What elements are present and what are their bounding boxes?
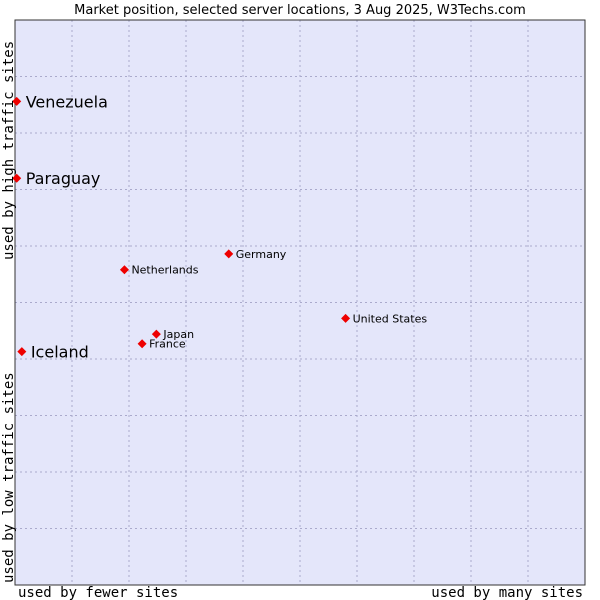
point-label-paraguay: Paraguay [26,169,101,188]
data-points: Venezuela Paraguay Germany Netherlands Unite… [12,92,428,362]
x-axis-label-low: used by fewer sites [18,585,178,600]
point-marker-japan [151,329,161,339]
y-axis-label-low: used by low traffic sites [1,372,17,583]
point-label-venezuela: Venezuela [26,92,108,111]
point-label-germany: Germany [236,248,287,261]
point-label-iceland: Iceland [31,343,89,362]
point-label-japan: Japan [162,328,194,341]
point-marker-netherlands [119,265,129,275]
grid [15,20,585,585]
point-marker-france [137,339,147,349]
point-marker-venezuela [12,96,22,106]
chart-title: Market position, selected server locatio… [74,3,526,18]
x-axis-label-high: used by many sites [431,585,583,600]
point-marker-iceland [17,347,27,357]
point-label-united-states: United States [353,312,428,325]
point-marker-united-states [341,313,351,323]
point-marker-paraguay [12,173,22,183]
plot-frame [14,19,586,586]
point-marker-germany [224,249,234,259]
y-axis-label-high: used by high traffic sites [1,41,17,260]
point-label-netherlands: Netherlands [131,264,198,277]
point-label-france: France [149,338,186,351]
